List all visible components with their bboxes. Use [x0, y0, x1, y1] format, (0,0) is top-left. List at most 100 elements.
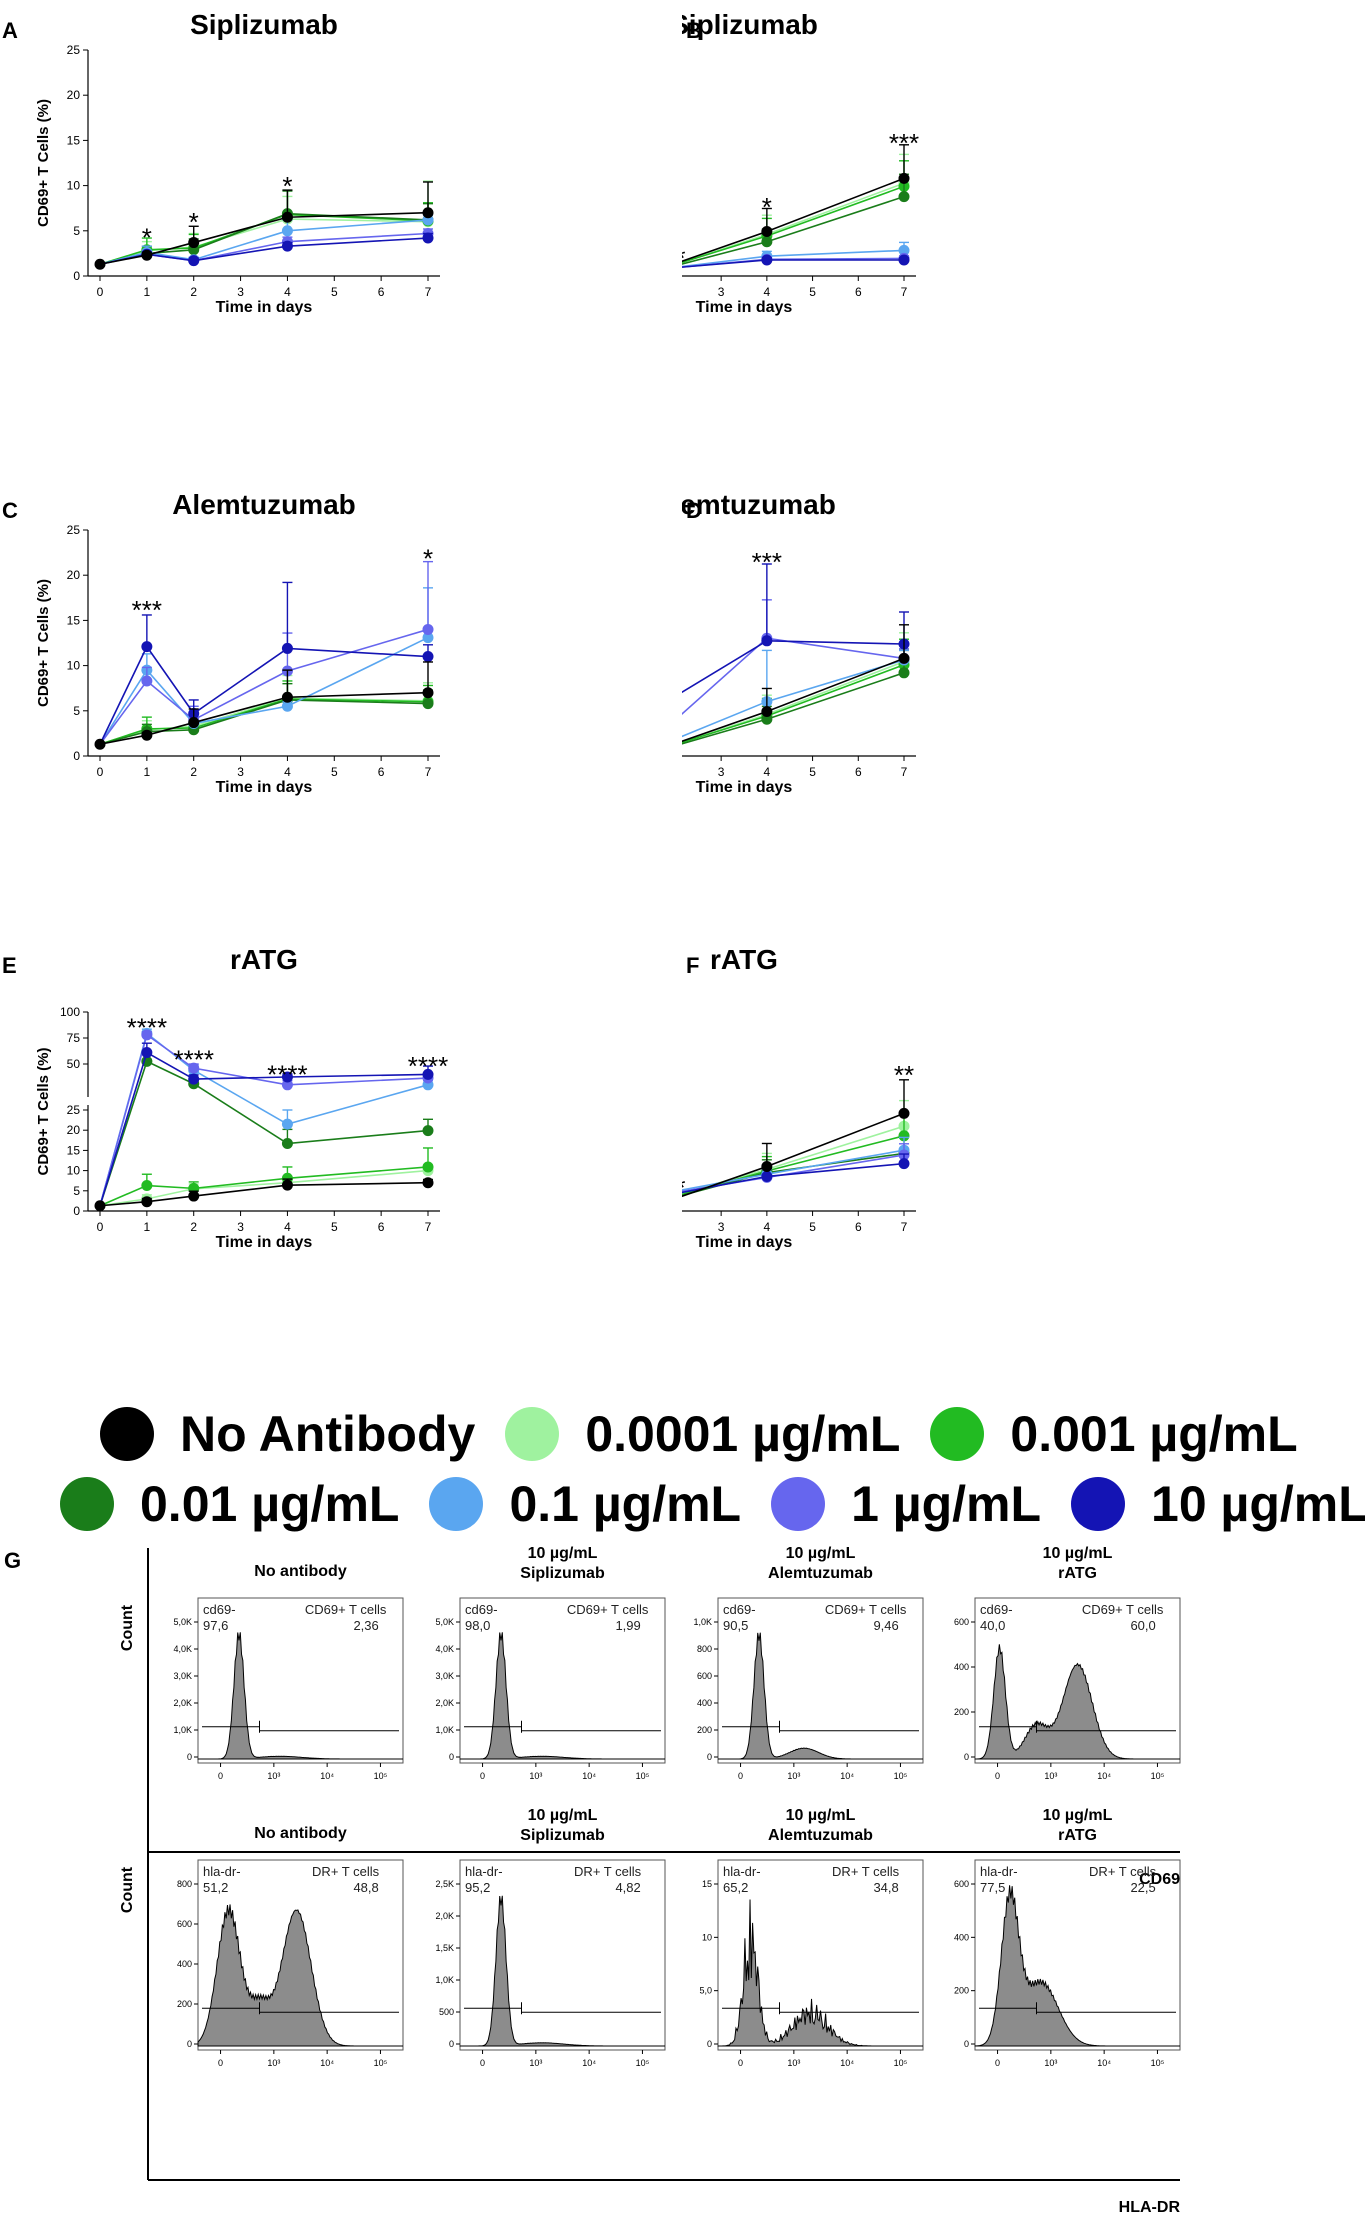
- data-point-no_antibody: [281, 691, 293, 703]
- plot-box: [459, 1597, 666, 1764]
- y-tick-label: 400: [954, 1932, 969, 1942]
- x-tick-label: 10⁵: [894, 1771, 908, 1781]
- histogram: [459, 1632, 665, 1760]
- y-tick-label: 5,0: [699, 1986, 712, 1996]
- x-tick-label: 7: [425, 285, 432, 299]
- series-line-c0_0001: [682, 182, 905, 264]
- data-point-c10: [141, 1047, 153, 1059]
- series-line-c1: [682, 637, 905, 716]
- y-tick-label: 800: [177, 1879, 192, 1889]
- legend-marker: [1071, 1477, 1126, 1531]
- x-tick-label: 10³: [267, 2058, 280, 2068]
- data-point-c10: [422, 232, 434, 244]
- data-point-no_antibody: [761, 706, 773, 718]
- y-tick-label: 1,0K: [435, 1725, 454, 1735]
- data-point-c1: [422, 623, 434, 635]
- y-tick-label: 5: [73, 1184, 80, 1198]
- series-line-c1: [682, 257, 905, 268]
- plot-box: [197, 1597, 404, 1764]
- panel-letter: B: [686, 18, 702, 43]
- x-tick-label: 10³: [787, 2058, 800, 2068]
- y-tick-label: 1,5K: [435, 1943, 454, 1953]
- histogram: [718, 1632, 923, 1760]
- data-point-c10: [761, 1170, 773, 1182]
- pos-gate-name: DR+ T cells: [1089, 1864, 1157, 1879]
- x-tick-label: 0: [995, 1771, 1000, 1781]
- data-point-no_antibody: [188, 717, 200, 729]
- neg-gate-value: 51,2: [203, 1880, 228, 1895]
- x-tick-label: 0: [738, 1771, 743, 1781]
- series-line-c1: [682, 1154, 905, 1193]
- x-tick-label: 3: [237, 285, 244, 299]
- plot-title: 10 µg/mL: [528, 1807, 598, 1824]
- y-tick-label: 1,0K: [173, 1725, 192, 1735]
- significance-marker: ***: [889, 128, 919, 158]
- y-tick-label: 5: [73, 704, 80, 718]
- x-tick-label: 3: [718, 765, 725, 779]
- y-tick-label: 4,0K: [435, 1644, 454, 1654]
- baseline-point: [94, 1200, 106, 1212]
- data-point-c10: [898, 1158, 910, 1170]
- plot-title: Siplizumab: [520, 1565, 605, 1582]
- data-point-c10: [281, 240, 293, 252]
- data-point-no_antibody: [141, 1196, 153, 1208]
- y-tick-label: 15: [702, 1879, 712, 1889]
- plot-title: rATG: [1058, 1827, 1097, 1844]
- histogram: [974, 1885, 1180, 2047]
- significance-marker: ****: [127, 1012, 167, 1042]
- y-tick-label: 0: [707, 2039, 712, 2049]
- data-point-c10: [188, 255, 200, 267]
- x-tick-label: 10³: [787, 1771, 800, 1781]
- y-tick-label: 5: [73, 224, 80, 238]
- y-tick-label: 0: [73, 269, 80, 283]
- plot-title: 10 µg/mL: [1043, 1545, 1113, 1562]
- legend-label: 0.001 µg/mL: [1010, 1406, 1298, 1462]
- data-point-c0_1: [281, 1118, 293, 1130]
- legend-item-0-1: 0.1 µg/mL: [429, 1475, 741, 1533]
- panel-letter: C: [2, 498, 18, 523]
- neg-gate-name: hla-dr-: [723, 1864, 761, 1879]
- pos-gate-value: 22,5: [1130, 1880, 1155, 1895]
- y-tick-label: 20: [67, 568, 81, 582]
- data-point-c0_1: [281, 225, 293, 237]
- series-line-no_antibody: [682, 1112, 905, 1198]
- x-tick-label: 5: [809, 285, 816, 299]
- significance-marker: *: [189, 207, 199, 237]
- y-tick-label: 600: [954, 1879, 969, 1889]
- x-tick-label: 10⁴: [320, 1771, 334, 1781]
- data-point-c1: [188, 1062, 200, 1074]
- x-tick-label: 3: [237, 765, 244, 779]
- pos-gate-name: CD69+ T cells: [305, 1602, 387, 1617]
- y-tick-label: 25: [67, 1103, 81, 1117]
- series-line-c0_01: [682, 195, 905, 265]
- data-point-c0_01: [422, 698, 434, 710]
- y-tick-label: 500: [439, 2007, 454, 2017]
- plot-box: [974, 1597, 1181, 1764]
- significance-marker: ***: [132, 595, 162, 625]
- x-axis-label: Time in days: [216, 779, 313, 796]
- significance-marker: **: [682, 243, 686, 273]
- significance-marker: *: [282, 171, 292, 201]
- legend-marker: [429, 1477, 484, 1531]
- x-tick-label: 10⁴: [840, 2058, 854, 2068]
- x-tick-label: 0: [480, 1771, 485, 1781]
- x-tick-label: 2: [190, 765, 197, 779]
- data-point-no_antibody: [188, 1190, 200, 1202]
- data-point-no_antibody: [141, 249, 153, 261]
- y-tick-label: 15: [67, 1143, 81, 1157]
- panel-letter: D: [686, 498, 702, 523]
- panel-letter: E: [2, 953, 17, 978]
- data-point-c10: [898, 254, 910, 266]
- x-tick-label: 10⁵: [636, 2058, 650, 2068]
- series-line-c0_001: [682, 664, 905, 744]
- significance-marker: ****: [267, 1059, 307, 1089]
- y-tick-label: 100: [60, 1005, 80, 1019]
- chart-title: Alemtuzumab: [172, 489, 356, 520]
- series-line-no_antibody: [682, 657, 905, 743]
- x-tick-label: 0: [995, 2058, 1000, 2068]
- y-tick-label: 20: [67, 88, 81, 102]
- y-tick-label: 4,0K: [173, 1644, 192, 1654]
- data-point-c0_1: [281, 700, 293, 712]
- significance-marker: ****: [173, 1045, 213, 1075]
- y-tick-label: 10: [702, 1932, 712, 1942]
